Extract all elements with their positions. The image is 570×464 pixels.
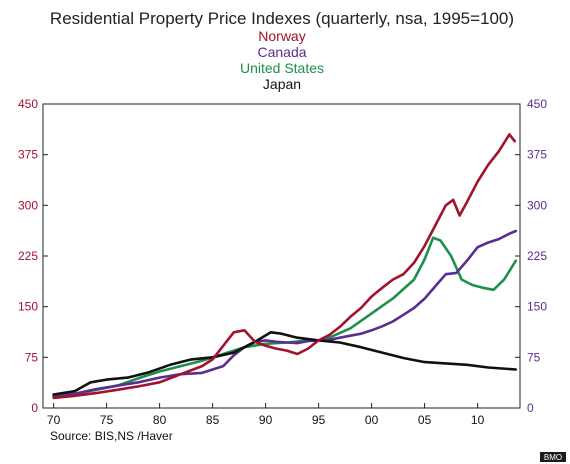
y-tick-label-left: 0 — [31, 401, 38, 415]
chart-title: Residential Property Price Indexes (quar… — [50, 9, 514, 28]
legend-entry-japan: Japan — [263, 76, 301, 92]
x-tick-label: 90 — [259, 413, 273, 427]
legend-entry-norway: Norway — [258, 28, 305, 44]
series-line-canada — [52, 229, 518, 398]
x-tick-label: 05 — [418, 413, 432, 427]
legend-entry-united-states: United States — [240, 60, 324, 76]
y-axis-right: 0 75 150 225 300 375 450 — [515, 97, 547, 415]
y-tick-label-right: 225 — [527, 249, 547, 263]
x-tick-label: 00 — [365, 413, 379, 427]
x-tick-label: 95 — [312, 413, 326, 427]
source-note: Source: BIS,NS /Haver — [50, 429, 173, 443]
x-tick-label: 10 — [471, 413, 485, 427]
x-tick-label: 80 — [153, 413, 167, 427]
y-tick-label-left: 300 — [18, 198, 38, 212]
x-tick-label: 70 — [47, 413, 61, 427]
y-tick-label-right: 300 — [527, 198, 547, 212]
y-tick-label-right: 375 — [527, 148, 547, 162]
badge-background — [540, 452, 566, 462]
series-group — [52, 133, 518, 400]
y-axis-left: 0 75 150 225 300 375 450 — [18, 97, 48, 415]
series-line-norway — [52, 133, 516, 400]
y-tick-label-left: 450 — [18, 97, 38, 111]
x-axis: 70 75 80 85 90 95 00 05 10 — [47, 403, 485, 427]
y-tick-label-right: 75 — [527, 350, 541, 364]
series-line-united-states — [52, 236, 518, 398]
y-tick-label-left: 150 — [18, 300, 38, 314]
y-tick-label-left: 375 — [18, 148, 38, 162]
badge-label: BMO — [544, 453, 562, 462]
legend-entry-canada: Canada — [257, 44, 306, 60]
y-tick-label-right: 0 — [527, 401, 534, 415]
y-tick-label-left: 75 — [25, 350, 39, 364]
series-line-japan — [52, 331, 518, 396]
x-tick-label: 85 — [206, 413, 220, 427]
y-tick-label-right: 150 — [527, 300, 547, 314]
bmo-badge: BMO — [540, 452, 566, 462]
x-tick-label: 75 — [100, 413, 114, 427]
y-tick-label-left: 225 — [18, 249, 38, 263]
y-tick-label-right: 450 — [527, 97, 547, 111]
